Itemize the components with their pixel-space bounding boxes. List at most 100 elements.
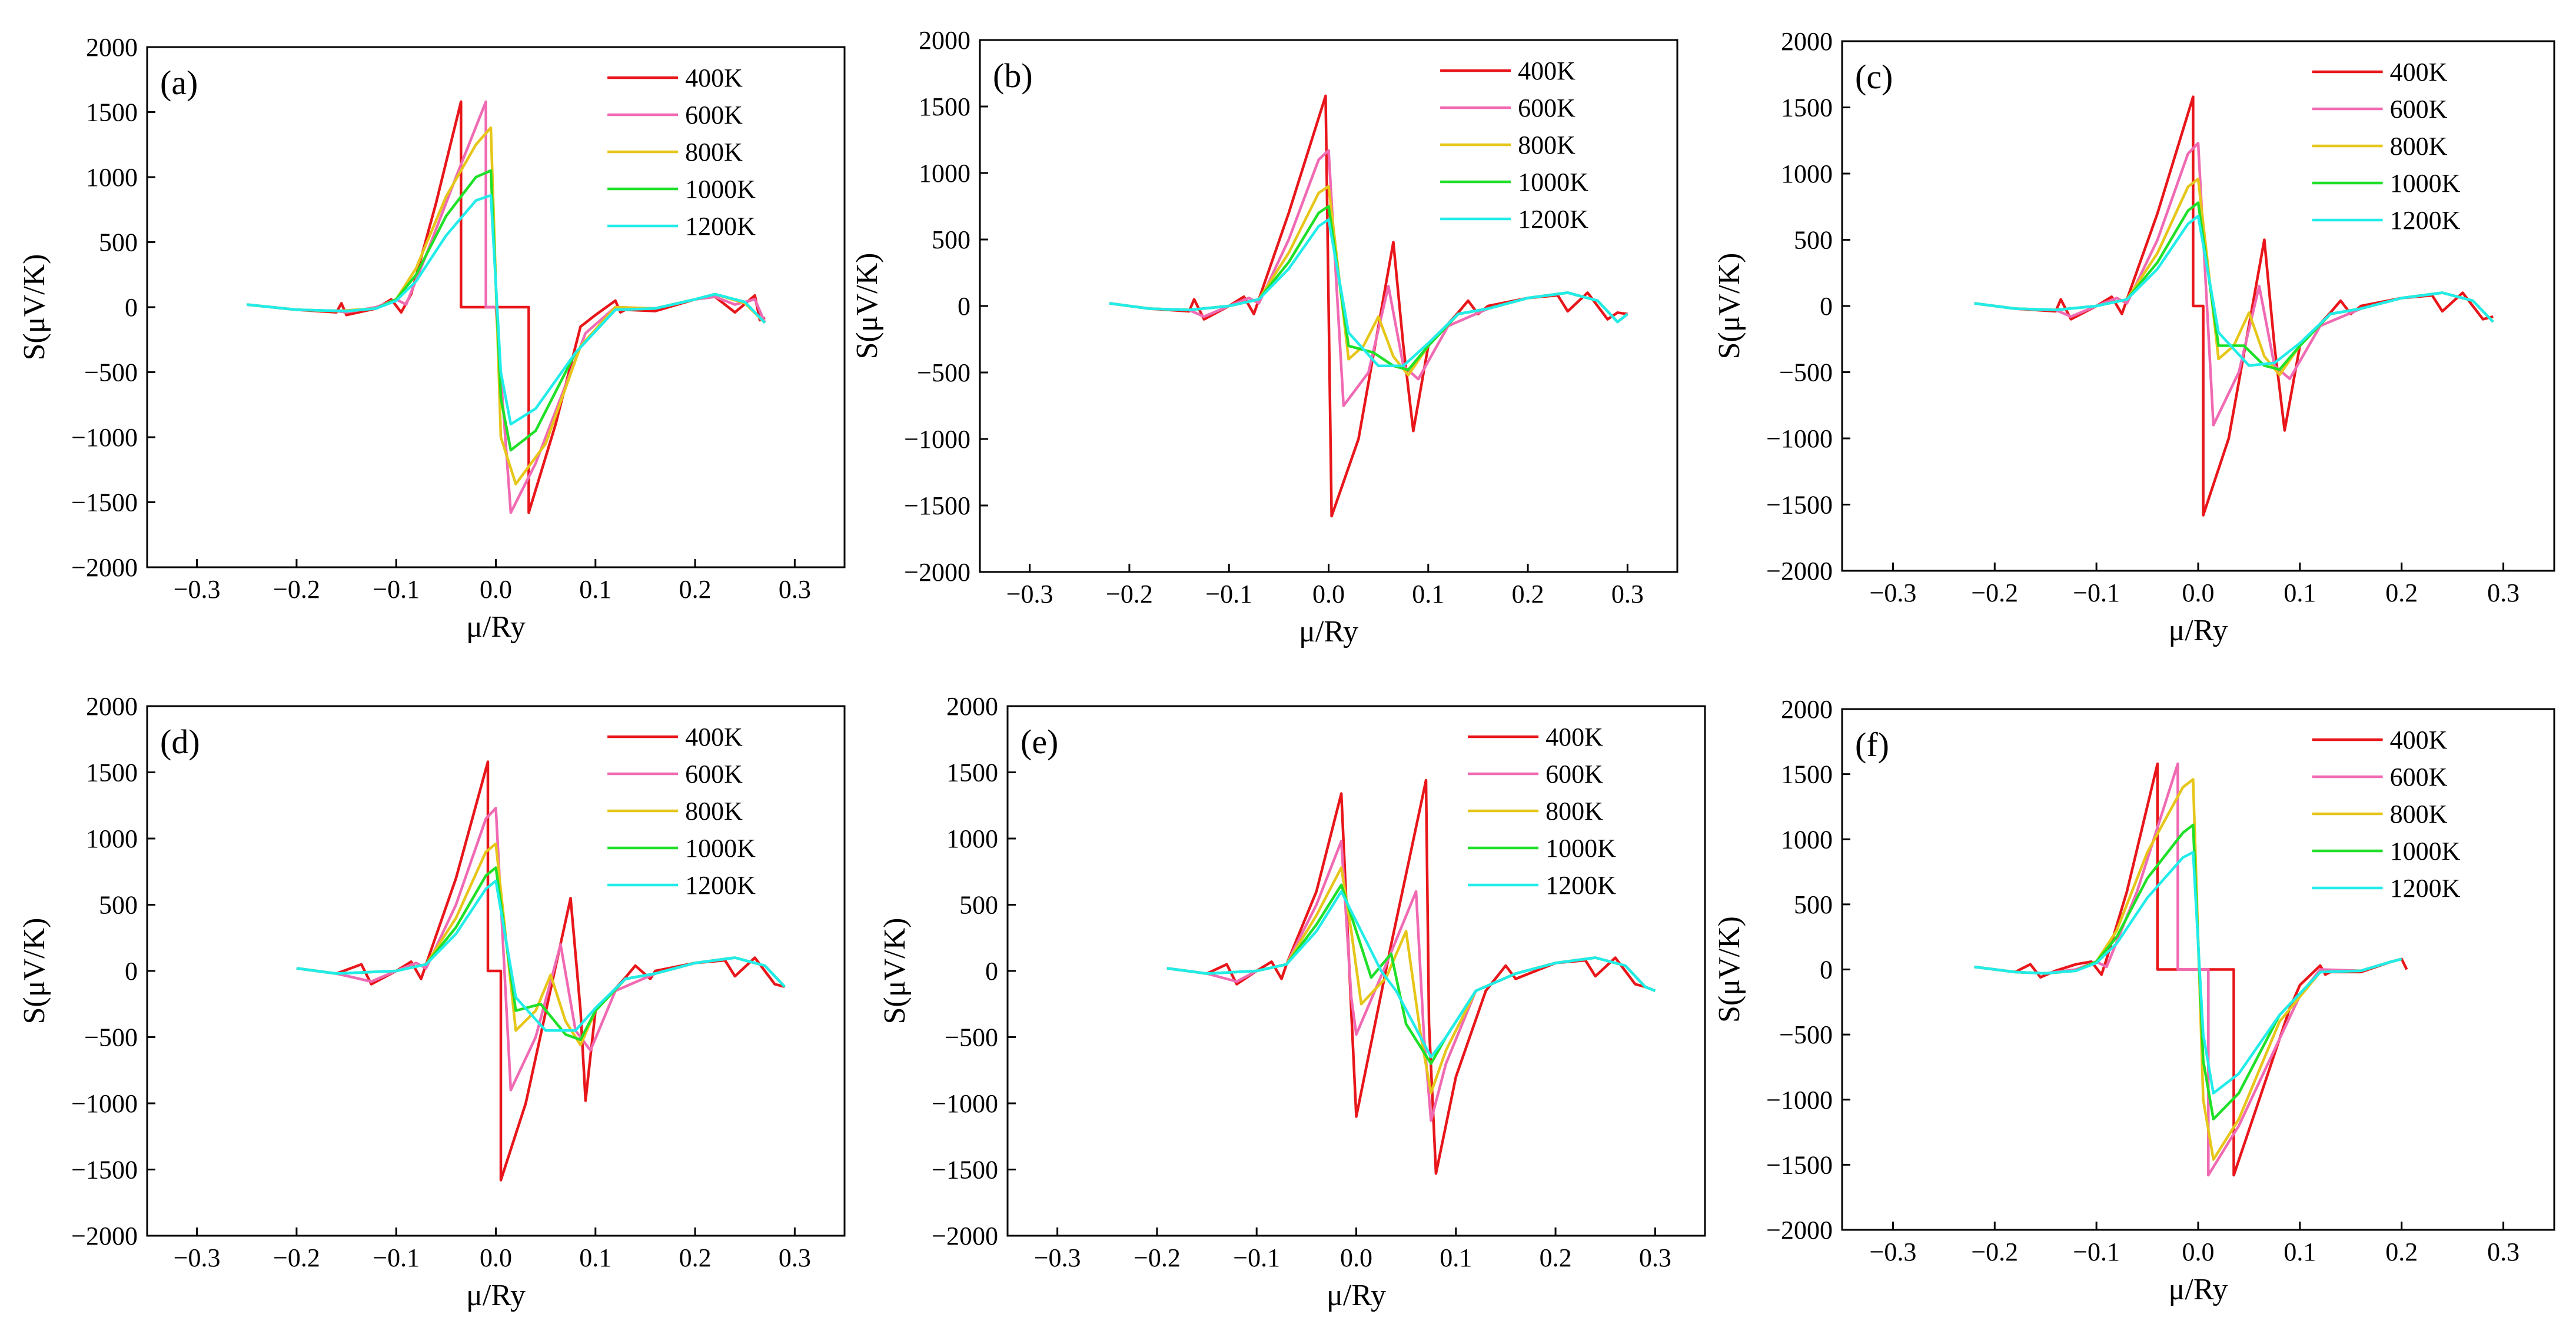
- x-axis-title: μ/Ry: [2169, 614, 2228, 647]
- series-line-1200K: [247, 194, 766, 426]
- y-tick-label: 0: [125, 957, 138, 986]
- y-tick-label: −1000: [71, 1089, 138, 1118]
- series-group: [296, 760, 786, 1182]
- x-tick-label: 0.1: [579, 575, 611, 604]
- series-group: [1109, 94, 1628, 518]
- y-tick-label: 0: [985, 957, 998, 986]
- x-tick-label: 0.1: [579, 1243, 611, 1272]
- legend-label-1000K: 1000K: [1518, 168, 1588, 197]
- y-tick-label: −2000: [71, 553, 138, 582]
- series-line-1200K: [1974, 214, 2494, 367]
- y-tick-label: 1500: [946, 759, 998, 787]
- x-axis-title: μ/Ry: [1299, 615, 1358, 648]
- y-tick-label: −1000: [1766, 424, 1833, 453]
- x-tick-label: 0.2: [679, 575, 712, 604]
- y-tick-label: 1000: [86, 163, 138, 192]
- x-tick-label: −0.1: [1205, 580, 1252, 608]
- x-tick-label: 0.0: [1312, 580, 1345, 608]
- y-tick-label: 1000: [946, 824, 998, 853]
- legend-label-800K: 800K: [1545, 797, 1603, 826]
- panel-a: −0.3 −0.2 −0.1 0.0 0.1 0.2 0.3 2000 1500 1000 500 0…: [18, 33, 846, 644]
- panel-label: (d): [160, 723, 200, 761]
- x-tick-label: 0.0: [1340, 1243, 1372, 1272]
- panel-label: (b): [993, 56, 1033, 95]
- y-tick-label: 1500: [919, 92, 970, 121]
- y-tick-label: −1000: [932, 1089, 998, 1118]
- x-tick-label: 0.3: [1639, 1243, 1671, 1272]
- y-tick-label: −1000: [71, 423, 138, 452]
- legend-label-1000K: 1000K: [1545, 834, 1616, 863]
- y-tick-label: 500: [99, 891, 138, 920]
- series-group: [247, 100, 766, 514]
- y-tick-label: −1500: [904, 491, 970, 520]
- y-tick-label: 1500: [1781, 94, 1833, 122]
- y-tick-label: −1500: [71, 1156, 138, 1185]
- x-tick-label: 0.1: [1440, 1243, 1472, 1272]
- x-tick-label: 0.2: [1540, 1243, 1572, 1272]
- x-axis-title: μ/Ry: [466, 610, 526, 644]
- series-group: [1166, 779, 1656, 1175]
- legend-label-400K: 400K: [1545, 723, 1603, 751]
- legend-label-600K: 600K: [2390, 763, 2448, 791]
- x-tick-label: −0.2: [273, 575, 320, 604]
- legend: 400K 600K 800K 1000K 1200K: [1468, 723, 1616, 900]
- x-tick-label: 0.3: [1611, 580, 1644, 608]
- x-tick-label: 0.1: [1412, 580, 1444, 608]
- x-tick-label: −0.1: [373, 575, 420, 604]
- legend-label-800K: 800K: [685, 797, 743, 826]
- legend-label-1200K: 1200K: [2390, 206, 2461, 235]
- x-tick-label: 0.1: [2284, 578, 2316, 607]
- x-tick-label: −0.2: [1971, 1237, 2018, 1266]
- panel-c: −0.3 −0.2 −0.1 0.0 0.1 0.2 0.3 2000 1500 1000 500 0…: [1713, 27, 2555, 647]
- y-tick-label: 2000: [946, 692, 998, 721]
- x-axis-title: μ/Ry: [2169, 1273, 2228, 1306]
- legend-label-1000K: 1000K: [685, 175, 756, 204]
- series-line-1200K: [296, 879, 786, 1032]
- y-tick-label: 500: [959, 891, 998, 920]
- legend-label-1000K: 1000K: [2390, 169, 2461, 198]
- x-tick-label: 0.0: [480, 1243, 512, 1272]
- y-tick-label: 1000: [1781, 159, 1833, 188]
- y-tick-label: −1500: [932, 1156, 998, 1185]
- y-tick-label: −500: [1779, 1020, 1833, 1049]
- legend-label-1200K: 1200K: [2390, 874, 2461, 903]
- legend-label-400K: 400K: [685, 64, 743, 92]
- x-tick-label: 0.2: [1512, 580, 1544, 608]
- legend: 400K 600K 800K 1000K 1200K: [2312, 726, 2461, 903]
- legend-label-800K: 800K: [2390, 800, 2448, 829]
- y-tick-label: 500: [99, 228, 138, 257]
- series-line-1200K: [1974, 851, 2402, 1095]
- y-tick-label: 500: [932, 225, 970, 254]
- legend-label-1200K: 1200K: [685, 871, 756, 900]
- legend: 400K 600K 800K 1000K 1200K: [1440, 56, 1588, 234]
- y-axis-title: S(μV/K): [878, 918, 912, 1024]
- legend: 400K 600K 800K 1000K 1200K: [607, 723, 756, 900]
- x-tick-label: −0.1: [373, 1243, 420, 1272]
- panel-label: (e): [1021, 723, 1058, 761]
- legend-label-600K: 600K: [685, 760, 743, 789]
- y-tick-label: −1500: [1766, 491, 1833, 520]
- x-tick-label: −0.2: [1971, 578, 2018, 607]
- y-tick-label: 0: [1820, 292, 1833, 321]
- x-tick-label: −0.1: [2073, 1237, 2120, 1266]
- legend: 400K 600K 800K 1000K 1200K: [2312, 58, 2461, 235]
- y-tick-label: −2000: [1766, 557, 1833, 586]
- y-tick-label: 1500: [86, 98, 138, 127]
- y-tick-label: 1000: [1781, 825, 1833, 854]
- series-group: [1974, 95, 2494, 517]
- x-tick-label: −0.3: [1870, 578, 1917, 607]
- y-axis-title: S(μV/K): [850, 253, 884, 360]
- y-axis-title: S(μV/K): [1713, 253, 1746, 360]
- y-axis-title: S(μV/K): [1713, 916, 1746, 1023]
- y-axis-title: S(μV/K): [18, 254, 51, 361]
- panel-label: (f): [1855, 726, 1889, 764]
- x-tick-label: 0.0: [480, 575, 512, 604]
- x-tick-label: 0.0: [2182, 1237, 2215, 1266]
- series-group: [1974, 762, 2408, 1177]
- y-tick-label: −500: [84, 358, 138, 387]
- legend-label-1000K: 1000K: [685, 834, 756, 863]
- x-tick-label: −0.3: [1034, 1243, 1081, 1272]
- legend-label-800K: 800K: [685, 138, 743, 167]
- y-tick-label: −2000: [71, 1222, 138, 1250]
